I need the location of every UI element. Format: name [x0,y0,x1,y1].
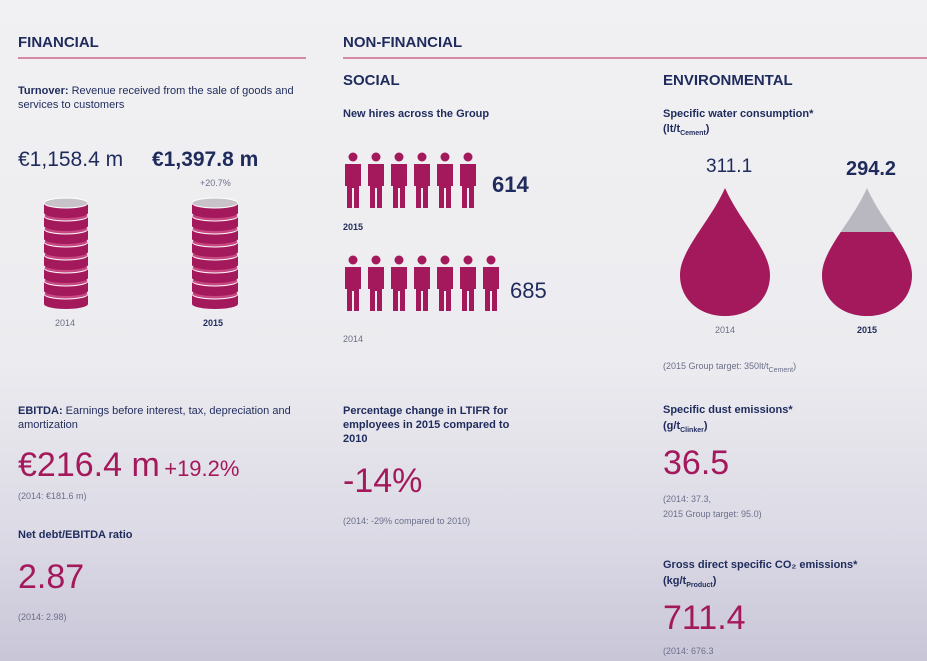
note: (2014: 37.3, [663,494,711,504]
person-icon [391,153,407,209]
change: +19.2% [164,456,239,481]
person-icon [368,153,384,209]
unit: (kg/tProduct) [663,575,716,589]
unit-part: ) [706,123,710,135]
coin-bottom [44,221,88,231]
label: New hires across the Group [343,108,489,120]
note-sub: Cement [769,367,794,374]
person-icon [437,153,453,209]
label: Specific water consumption* [663,108,813,120]
unit-part: ) [713,575,717,587]
coin-bottom [192,247,238,257]
value: 311.1 [706,156,752,178]
person-icon [368,256,384,312]
coin-top [44,198,88,208]
coin-bottom [192,286,238,296]
coin-bottom [192,273,238,283]
turnover-text: Turnover: Revenue received from the sale… [18,84,308,112]
coin-bottom [192,260,238,270]
note: (2014: -29% compared to 2010) [343,516,470,526]
ebitda-text: EBITDA: Earnings before interest, tax, d… [18,404,298,432]
coin-bottom [44,234,88,244]
note: (2014: €181.6 m) [18,491,87,501]
value: 2.87 [18,558,84,597]
coin-bottom [44,286,88,296]
unit-part: (kg/t [663,575,686,587]
heading: FINANCIAL [18,34,99,51]
value: 36.5 [663,444,729,483]
coin-bottom [192,299,238,309]
coin-top [192,198,238,208]
note: 2015 Group target: 95.0) [663,509,762,519]
heading: ENVIRONMENTAL [663,72,793,89]
unit-part: (g/t [663,420,680,432]
person-icon [345,153,361,209]
label: Gross direct specific CO₂ emissions* [663,559,857,571]
change: +20.7% [200,178,231,188]
coin-bottom [44,247,88,257]
person-icon [460,153,476,209]
person-icon [414,256,430,312]
value: 685 [510,278,547,304]
unit: (lt/tCement) [663,123,709,137]
value: -14% [343,462,422,501]
coin-bottom [192,234,238,244]
label: Net debt/EBITDA ratio [18,529,133,541]
note: (2014: 676.3 [663,646,714,656]
year: 2015 [857,325,877,335]
unit: (g/tClinker) [663,420,708,434]
year: 2014 [343,334,363,344]
coin-bottom [192,208,238,218]
coin-stacks [44,198,238,309]
person-icon [483,256,499,312]
page: FINANCIAL NON-FINANCIAL Turnover: Revenu… [0,0,927,661]
unit-part: ) [704,420,708,432]
water-drop-2014 [680,188,770,316]
unit-sub: Clinker [680,427,704,434]
value: 294.2 [846,158,896,181]
person-icon [345,256,361,312]
note-part: ) [793,361,796,371]
ebitda-value: €216.4 m +19.2% [18,446,239,485]
unit-part: (lt/t [663,123,680,135]
divider [18,57,306,59]
coin-bottom [44,273,88,283]
person-icon [437,256,453,312]
label: EBITDA: [18,405,63,417]
people-2015 [345,153,476,209]
coin-bottom [44,299,88,309]
person-icon [460,256,476,312]
value: 711.4 [663,599,746,638]
year: 2015 [203,318,223,328]
coin-bottom [44,260,88,270]
unit-sub: Product [686,582,712,589]
divider [343,57,927,59]
value: €216.4 m [18,446,160,484]
person-icon [414,153,430,209]
heading: NON-FINANCIAL [343,34,462,51]
person-icon [391,256,407,312]
year: 2014 [55,318,75,328]
value: €1,397.8 m [152,148,258,172]
people-2014 [345,256,499,312]
value: 614 [492,172,529,198]
coin-bottom [192,221,238,231]
label: Percentage change in LTIFR for employees… [343,404,523,446]
coin-bottom [44,208,88,218]
label: Specific dust emissions* [663,404,793,416]
unit-sub: Cement [680,130,706,137]
note: (2014: 2.98) [18,612,67,622]
year: 2014 [715,325,735,335]
note: (2015 Group target: 350lt/tCement) [663,361,796,374]
value: €1,158.4 m [18,148,123,172]
year: 2015 [343,222,363,232]
heading: SOCIAL [343,72,400,89]
note-part: (2015 Group target: 350lt/t [663,361,769,371]
label: Turnover: [18,85,69,97]
